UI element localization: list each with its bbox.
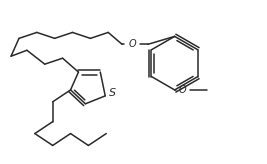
Text: O: O (179, 85, 186, 95)
Text: S: S (109, 88, 116, 98)
Text: O: O (128, 39, 136, 49)
